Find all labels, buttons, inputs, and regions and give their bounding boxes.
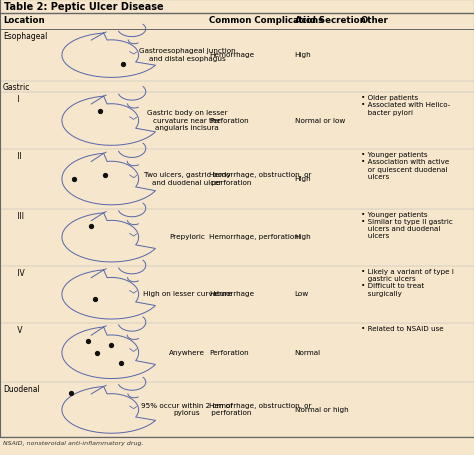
Text: NSAID, nonsteroidal anti-inflammatory drug.: NSAID, nonsteroidal anti-inflammatory dr… bbox=[3, 440, 144, 445]
Text: 95% occur within 2 cm of
pylorus: 95% occur within 2 cm of pylorus bbox=[141, 402, 233, 415]
Text: Hemorrhage, obstruction, or
 perforation: Hemorrhage, obstruction, or perforation bbox=[209, 402, 312, 415]
Text: Normal or high: Normal or high bbox=[294, 406, 348, 412]
Text: Hemorrhage, obstruction, or
 perforation: Hemorrhage, obstruction, or perforation bbox=[209, 172, 312, 185]
Text: Two ulcers, gastric body
and duodenal ulcer: Two ulcers, gastric body and duodenal ul… bbox=[144, 172, 230, 185]
Text: Gastric body on lesser
curvature near the
angularis incisura: Gastric body on lesser curvature near th… bbox=[147, 110, 228, 131]
Text: Anywhere: Anywhere bbox=[169, 349, 205, 355]
Text: Perforation: Perforation bbox=[209, 117, 249, 123]
Text: Other: Other bbox=[361, 16, 389, 25]
Text: Gastroesophageal junction
and distal esophagus: Gastroesophageal junction and distal eso… bbox=[139, 48, 236, 61]
Text: • Younger patients
• Association with active
   or quiescent duodenal
   ulcers: • Younger patients • Association with ac… bbox=[361, 152, 449, 179]
Text: II: II bbox=[3, 152, 22, 161]
Text: Acid Secretion: Acid Secretion bbox=[294, 16, 365, 25]
Text: High: High bbox=[294, 234, 311, 240]
Text: • Likely a variant of type I
   gastric ulcers
• Difficult to treat
   surgicall: • Likely a variant of type I gastric ulc… bbox=[361, 268, 454, 296]
Text: Duodenal: Duodenal bbox=[3, 384, 40, 394]
Text: High: High bbox=[294, 52, 311, 58]
Text: IV: IV bbox=[3, 268, 25, 277]
Text: V: V bbox=[3, 325, 22, 334]
Text: Prepyloric: Prepyloric bbox=[169, 234, 205, 240]
Text: Hemorrhage: Hemorrhage bbox=[209, 291, 255, 297]
Text: Normal or low: Normal or low bbox=[294, 117, 345, 123]
Text: Common Complications: Common Complications bbox=[209, 16, 323, 25]
Text: High on lesser curvature: High on lesser curvature bbox=[143, 291, 231, 297]
Text: Table 2: Peptic Ulcer Disease: Table 2: Peptic Ulcer Disease bbox=[4, 2, 164, 12]
Text: Low: Low bbox=[294, 291, 309, 297]
Text: III: III bbox=[3, 211, 24, 220]
Text: Perforation: Perforation bbox=[209, 349, 249, 355]
Text: Esophageal: Esophageal bbox=[3, 32, 47, 41]
Text: • Younger patients
• Similar to type II gastric
   ulcers and duodenal
   ulcers: • Younger patients • Similar to type II … bbox=[361, 211, 453, 239]
Text: Hemorrhage: Hemorrhage bbox=[209, 52, 255, 58]
Text: Hemorrhage, perforation: Hemorrhage, perforation bbox=[209, 234, 299, 240]
Text: Location: Location bbox=[3, 16, 45, 25]
Text: High: High bbox=[294, 176, 311, 182]
Text: • Older patients
• Associated with Helico-
   bacter pylori: • Older patients • Associated with Helic… bbox=[361, 95, 450, 115]
Text: Normal: Normal bbox=[294, 349, 320, 355]
Text: I: I bbox=[3, 95, 19, 104]
Text: • Related to NSAID use: • Related to NSAID use bbox=[361, 325, 444, 331]
Text: Gastric: Gastric bbox=[3, 83, 30, 92]
